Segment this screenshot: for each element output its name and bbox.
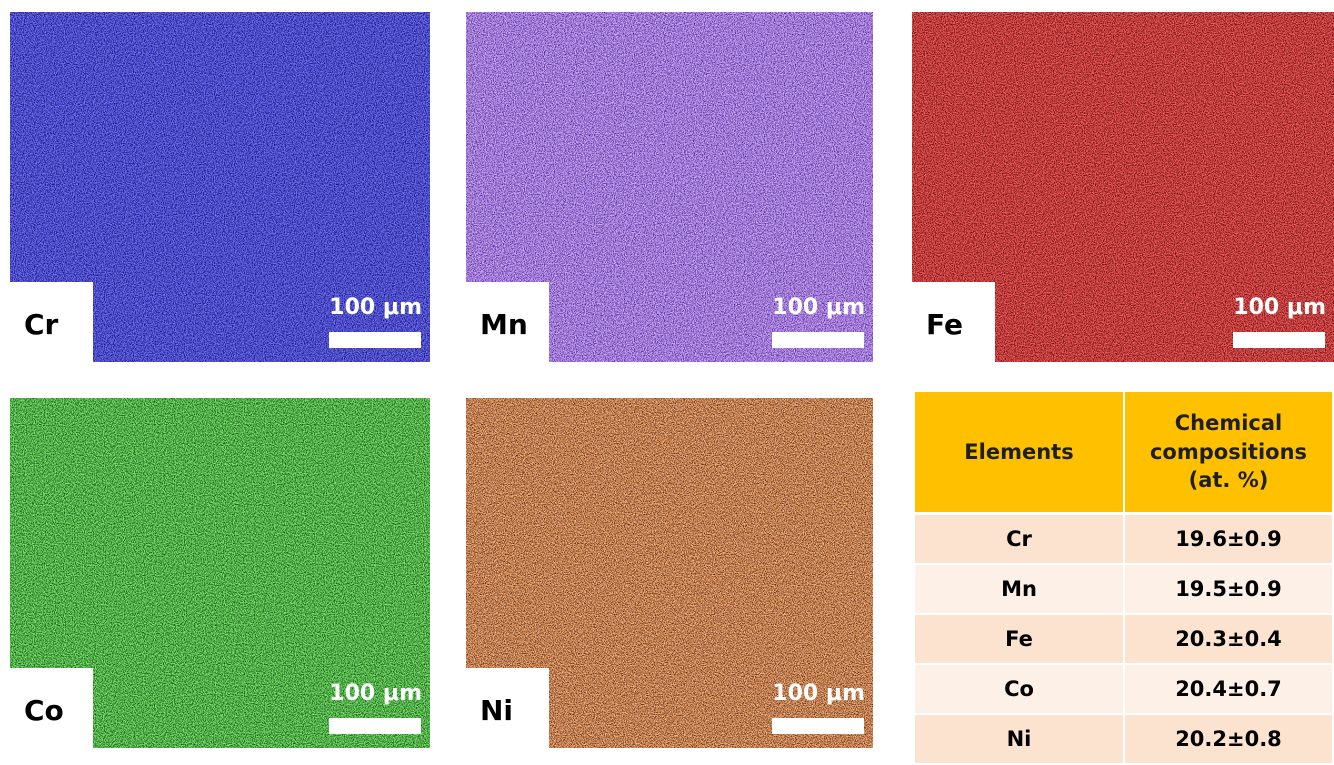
scale-label: 100 μm bbox=[329, 681, 422, 706]
element-label: Ni bbox=[480, 694, 513, 727]
table-cell: 20.3±0.4 bbox=[1124, 614, 1333, 664]
table-cell: Cr bbox=[915, 514, 1124, 565]
table-cell: Co bbox=[915, 664, 1124, 714]
table-cell: 19.6±0.9 bbox=[1124, 514, 1333, 565]
table-cell: Mn bbox=[915, 564, 1124, 614]
scale-bar bbox=[329, 332, 421, 348]
table-cell: 20.4±0.7 bbox=[1124, 664, 1333, 714]
scale-bar bbox=[329, 718, 421, 734]
table-cell: 19.5±0.9 bbox=[1124, 564, 1333, 614]
composition-table: Elements Chemical compositions (at. %) C… bbox=[915, 392, 1334, 765]
table-cell: Fe bbox=[915, 614, 1124, 664]
scale-label: 100 μm bbox=[329, 295, 422, 320]
scale-bar bbox=[772, 718, 864, 734]
scale-label: 100 μm bbox=[772, 681, 865, 706]
scale-bar bbox=[772, 332, 864, 348]
scale-bar bbox=[1233, 332, 1325, 348]
element-label: Mn bbox=[480, 308, 528, 341]
element-label: Cr bbox=[24, 308, 59, 341]
scale-label: 100 μm bbox=[1233, 295, 1326, 320]
table-cell: 20.2±0.8 bbox=[1124, 714, 1333, 764]
table-cell: Ni bbox=[915, 714, 1124, 764]
header-cell: Chemical compositions (at. %) bbox=[1124, 392, 1333, 514]
element-label: Co bbox=[24, 694, 64, 727]
element-label: Fe bbox=[926, 308, 963, 341]
header-cell: Elements bbox=[915, 392, 1124, 514]
page: Cr 100 μm Mn 100 μm Fe 100 μm Co 100 μm Ni 100 μm… bbox=[0, 0, 1334, 751]
scale-label: 100 μm bbox=[772, 295, 865, 320]
